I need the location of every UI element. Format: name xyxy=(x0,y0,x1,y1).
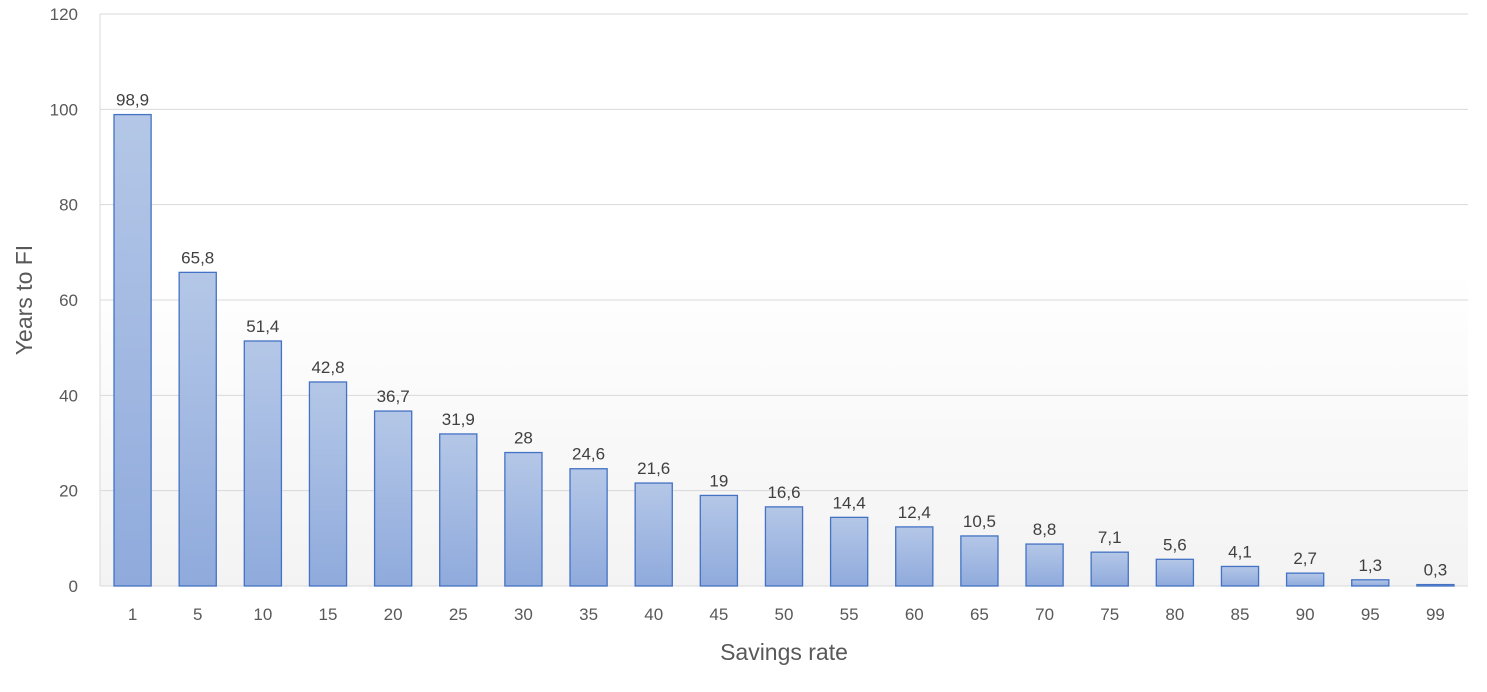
x-tick-label: 20 xyxy=(384,605,403,624)
bars xyxy=(113,113,1455,587)
x-tick-label: 85 xyxy=(1231,605,1250,624)
y-tick-label: 20 xyxy=(59,482,78,501)
x-tick-label: 5 xyxy=(193,605,202,624)
y-tick-label: 40 xyxy=(59,386,78,405)
x-tick-label: 70 xyxy=(1035,605,1054,624)
data-label: 42,8 xyxy=(311,358,344,377)
bar xyxy=(1351,579,1390,587)
y-tick-label: 120 xyxy=(50,5,78,24)
x-tick-label: 25 xyxy=(449,605,468,624)
data-label: 24,6 xyxy=(572,445,605,464)
bar xyxy=(699,494,739,587)
bar xyxy=(178,271,217,587)
data-label: 51,4 xyxy=(246,317,279,336)
x-tick-label: 80 xyxy=(1165,605,1184,624)
bar xyxy=(1220,565,1260,587)
bar xyxy=(1090,551,1129,587)
bar xyxy=(569,468,608,587)
x-tick-label: 30 xyxy=(514,605,533,624)
data-label: 21,6 xyxy=(637,459,670,478)
bar xyxy=(764,506,804,587)
data-label: 4,1 xyxy=(1228,542,1252,561)
data-label: 65,8 xyxy=(181,248,214,267)
data-label: 31,9 xyxy=(442,410,475,429)
bar xyxy=(373,410,413,587)
data-label: 19 xyxy=(709,471,728,490)
x-tick-label: 55 xyxy=(840,605,859,624)
data-label: 10,5 xyxy=(963,512,996,531)
x-tick-label: 60 xyxy=(905,605,924,624)
data-label: 14,4 xyxy=(833,493,866,512)
y-axis-ticks: 0 20 40 60 80 100 120 xyxy=(50,5,78,596)
bar xyxy=(895,526,934,587)
data-label: 5,6 xyxy=(1163,535,1187,554)
x-tick-label: 1 xyxy=(128,605,137,624)
data-label: 0,3 xyxy=(1424,561,1448,580)
bar xyxy=(308,381,348,587)
x-tick-label: 65 xyxy=(970,605,989,624)
x-tick-label: 10 xyxy=(253,605,272,624)
y-tick-label: 0 xyxy=(69,577,78,596)
bar xyxy=(243,340,283,587)
data-label: 98,9 xyxy=(116,91,149,110)
bar xyxy=(1155,558,1195,587)
x-tick-label: 99 xyxy=(1426,605,1445,624)
x-axis-ticks: 1 5 10 15 20 25 30 35 40 45 50 55 60 65 70 75 80 85 90 95 99 xyxy=(128,605,1445,624)
data-label: 36,7 xyxy=(377,387,410,406)
data-label: 2,7 xyxy=(1293,549,1317,568)
x-tick-label: 75 xyxy=(1100,605,1119,624)
x-tick-label: 45 xyxy=(709,605,728,624)
x-tick-label: 15 xyxy=(319,605,338,624)
bar xyxy=(439,433,478,587)
bar xyxy=(960,535,999,587)
data-label: 12,4 xyxy=(898,503,931,522)
data-label: 16,6 xyxy=(767,483,800,502)
data-labels: 98,9 65,8 51,4 42,8 36,7 31,9 28 24,6 21,6 19 16,6… xyxy=(116,91,1447,580)
bar xyxy=(1025,543,1064,587)
x-axis-title: Savings rate xyxy=(720,639,848,665)
x-tick-label: 35 xyxy=(579,605,598,624)
y-tick-label: 100 xyxy=(50,100,78,119)
y-tick-label: 60 xyxy=(59,291,78,310)
bar xyxy=(1285,572,1325,587)
bar xyxy=(634,482,673,587)
bar xyxy=(113,113,152,587)
y-axis-title: Years to FI xyxy=(11,245,37,355)
y-tick-label: 80 xyxy=(59,196,78,215)
bar xyxy=(829,516,869,587)
x-tick-label: 90 xyxy=(1296,605,1315,624)
bar xyxy=(1416,583,1455,587)
data-label: 28 xyxy=(514,429,533,448)
x-tick-label: 40 xyxy=(644,605,663,624)
x-tick-label: 95 xyxy=(1361,605,1380,624)
data-label: 1,3 xyxy=(1358,556,1382,575)
data-label: 8,8 xyxy=(1033,520,1057,539)
data-label: 7,1 xyxy=(1098,528,1122,547)
x-tick-label: 50 xyxy=(775,605,794,624)
bar xyxy=(504,451,543,587)
